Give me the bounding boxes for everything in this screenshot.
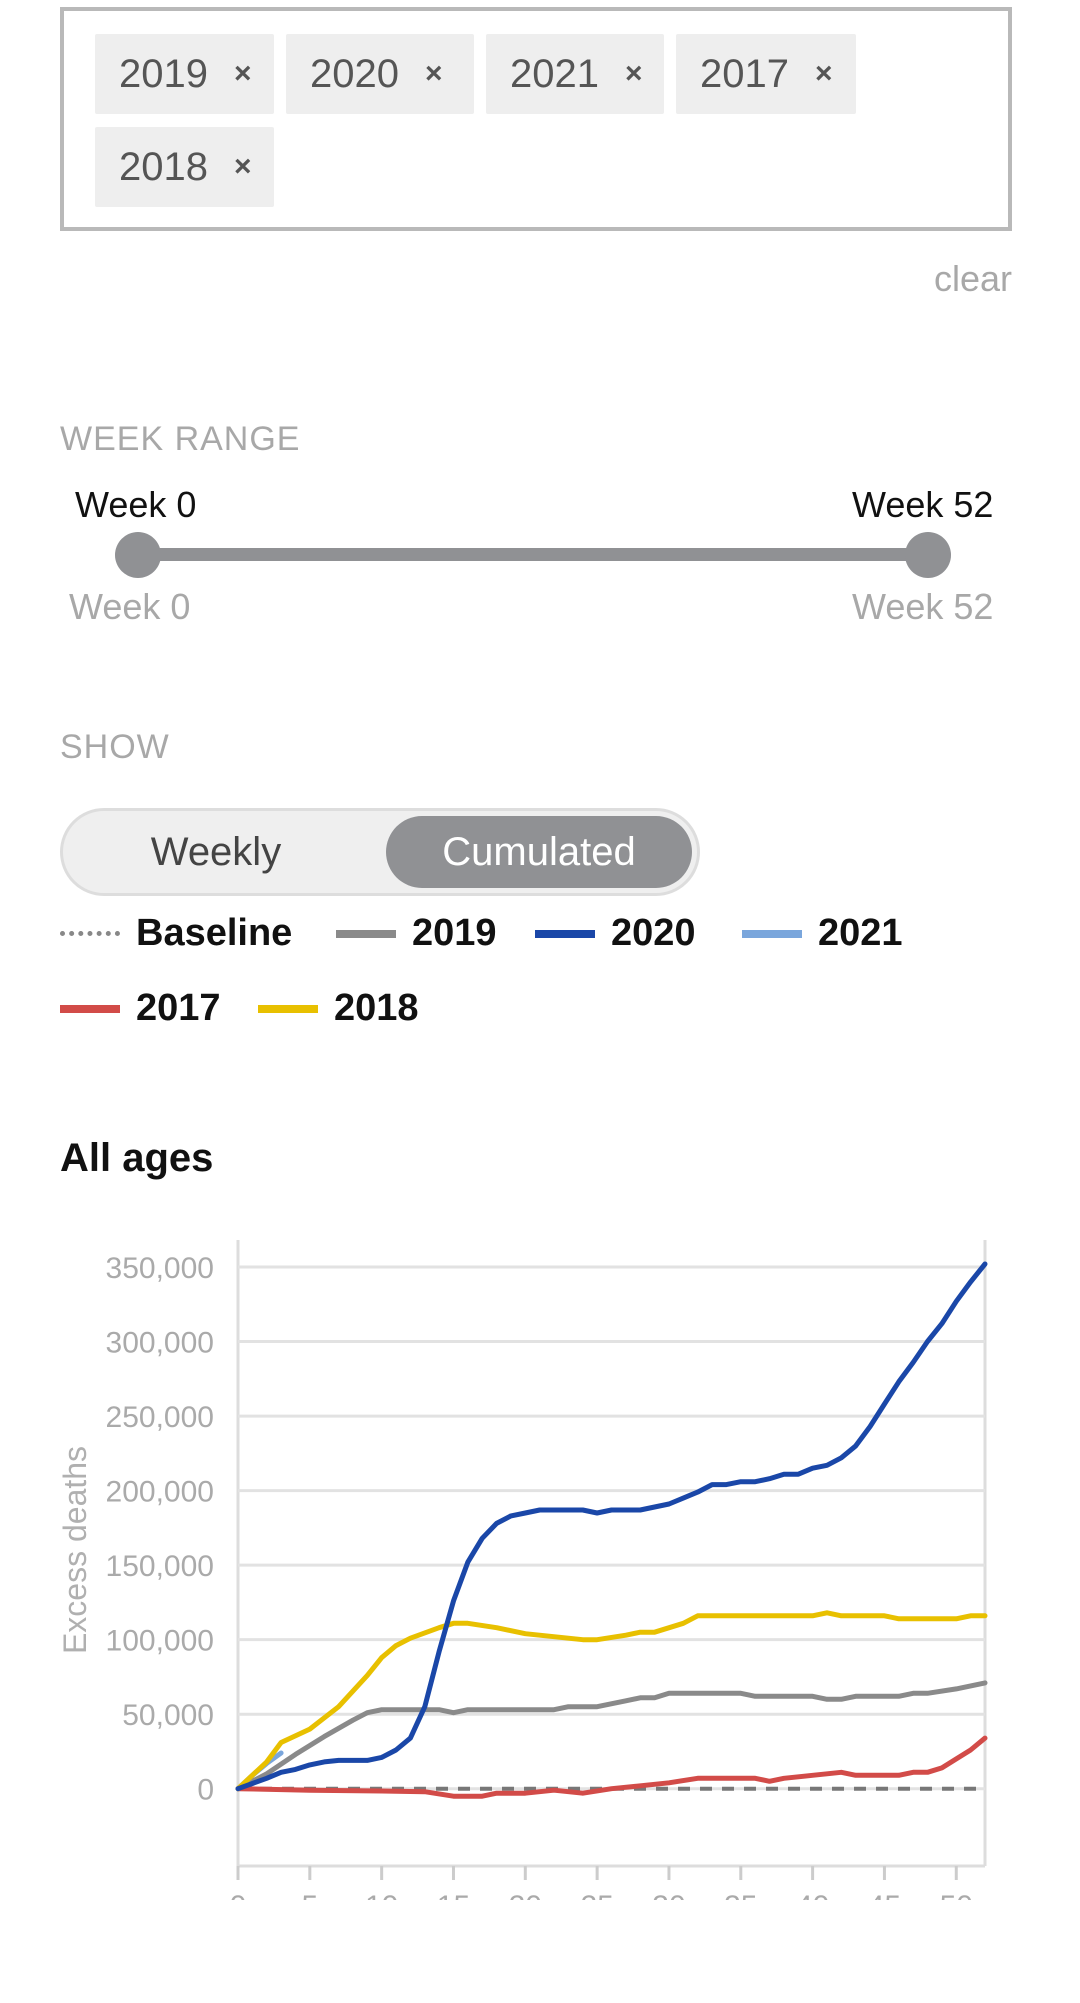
x-tick-label: 40 (796, 1890, 829, 1900)
slider-min-label: Week 0 (69, 586, 191, 627)
slider-current-min: Week 0 (75, 484, 197, 525)
y-tick-label: 100,000 (106, 1625, 214, 1658)
show-label: SHOW (60, 728, 170, 766)
series-line-2019 (235, 1680, 988, 1792)
y-tick-label: 350,000 (106, 1252, 214, 1285)
remove-tag-icon[interactable]: × (814, 57, 833, 90)
x-tick-label: 25 (580, 1890, 613, 1900)
y-tick-label: 250,000 (106, 1401, 214, 1434)
x-tick-label: 5 (301, 1890, 318, 1900)
series-line-2017 (235, 1735, 988, 1799)
year-filter-box[interactable]: 2019 × 2020 × 2021 × 2017 × 2018 × (60, 7, 1012, 231)
toggle-weekly[interactable]: Weekly (150, 829, 282, 874)
y-axis-label: Excess deaths (57, 1446, 93, 1654)
tag-label: 2017 (700, 51, 789, 96)
legend-swatch (60, 1004, 120, 1013)
tag-2021[interactable]: 2021 × (486, 34, 664, 114)
legend-swatch (336, 929, 396, 938)
tag-2018[interactable]: 2018 × (95, 127, 274, 207)
y-tick-label: 0 (197, 1774, 214, 1807)
x-tick-label: 10 (365, 1890, 398, 1900)
tag-2017[interactable]: 2017 × (676, 34, 856, 114)
tag-2020[interactable]: 2020 × (286, 34, 474, 114)
legend-2020: 2020 (535, 912, 696, 955)
legend-baseline: Baseline (60, 912, 292, 955)
legend-label: 2019 (412, 912, 497, 954)
slider-current-max: Week 52 (852, 484, 994, 525)
week-range-max-handle[interactable] (905, 532, 951, 578)
y-tick-label: 300,000 (106, 1327, 214, 1360)
legend-label: 2021 (818, 912, 903, 954)
tag-label: 2019 (119, 51, 208, 96)
x-tick-label: 45 (868, 1890, 901, 1900)
x-tick-label: 20 (509, 1890, 542, 1900)
clear-link[interactable]: clear (933, 258, 1012, 299)
x-tick-label: 35 (724, 1890, 757, 1900)
x-tick-label: 50 (940, 1890, 973, 1900)
tag-label: 2018 (119, 144, 208, 189)
tag-label: 2021 (510, 51, 599, 96)
y-tick-label: 50,000 (122, 1699, 214, 1732)
chart-title: All ages (60, 1136, 214, 1180)
week-range-min-handle[interactable] (115, 532, 161, 578)
remove-tag-icon[interactable]: × (233, 57, 252, 90)
x-tick-label: 0 (230, 1890, 247, 1900)
slider-max-label: Week 52 (852, 586, 994, 627)
legend-swatch (535, 929, 595, 938)
tag-2019[interactable]: 2019 × (95, 34, 274, 114)
y-tick-label: 200,000 (106, 1476, 214, 1509)
week-range-label: WEEK RANGE (60, 420, 301, 458)
legend-label: 2020 (611, 912, 696, 954)
x-tick-label: 15 (437, 1890, 470, 1900)
legend-2018: 2018 (258, 987, 419, 1030)
show-toggle: Weekly Cumulated (60, 808, 700, 896)
remove-tag-icon[interactable]: × (624, 57, 643, 90)
legend-label: 2018 (334, 987, 419, 1029)
remove-tag-icon[interactable]: × (424, 57, 443, 90)
legend-swatch (60, 931, 120, 936)
tag-label: 2020 (310, 51, 399, 96)
y-tick-label: 150,000 (106, 1550, 214, 1583)
week-range-track[interactable] (138, 548, 928, 561)
excess-deaths-chart: 0 50,000 100,000 150,000 200,000 250,000 300,0… (57, 1240, 988, 1900)
legend-2021: 2021 (742, 912, 903, 955)
legend-2017: 2017 (60, 987, 221, 1030)
series-line-2020 (235, 1261, 988, 1792)
legend-swatch (742, 929, 802, 938)
series-line-2018 (235, 1610, 988, 1792)
legend-2019: 2019 (336, 912, 497, 955)
legend-label: 2017 (136, 987, 221, 1029)
legend-label: Baseline (136, 912, 293, 954)
toggle-cumulated[interactable]: Cumulated (386, 816, 692, 888)
remove-tag-icon[interactable]: × (233, 150, 252, 183)
legend-swatch (258, 1004, 318, 1013)
x-tick-label: 30 (652, 1890, 685, 1900)
